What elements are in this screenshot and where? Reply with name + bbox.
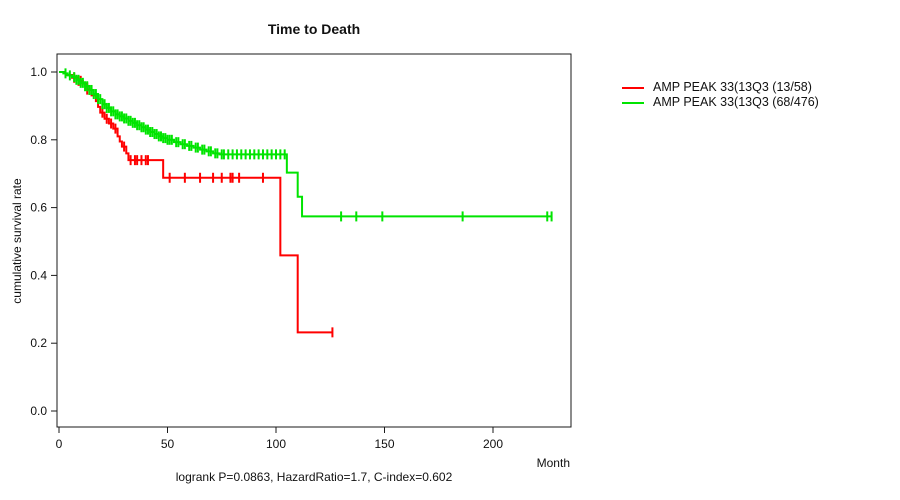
x-tick-label: 200 xyxy=(483,437,503,451)
y-tick-label: 1.0 xyxy=(30,65,47,79)
legend-item-group-2: AMP PEAK 33(13Q3 (68/476) xyxy=(622,95,819,110)
legend-line-green-icon xyxy=(622,101,644,104)
x-axis-title: Month xyxy=(536,456,570,470)
statistics-footnote: logrank P=0.0863, HazardRatio=1.7, C-ind… xyxy=(175,470,453,484)
chart-title: Time to Death xyxy=(267,21,361,37)
y-axis-title: cumulative survival rate xyxy=(10,178,24,304)
y-tick-label: 0.6 xyxy=(30,201,47,215)
x-tick-label: 0 xyxy=(56,437,63,451)
x-tick-label: 150 xyxy=(374,437,394,451)
legend-label-group-2: AMP PEAK 33(13Q3 (68/476) xyxy=(653,95,819,109)
y-tick-label: 0.4 xyxy=(30,268,47,282)
legend: AMP PEAK 33(13Q3 (13/58) AMP PEAK 33(13Q… xyxy=(622,80,819,110)
y-tick-label: 0.0 xyxy=(30,404,47,418)
survival-curve-red xyxy=(59,71,333,334)
y-tick-label: 0.2 xyxy=(30,336,47,350)
y-tick-label: 0.8 xyxy=(30,133,47,147)
survival-curve-green xyxy=(59,71,552,218)
legend-label-group-1: AMP PEAK 33(13Q3 (13/58) xyxy=(653,80,812,94)
plot-frame xyxy=(56,53,572,428)
x-tick-label: 100 xyxy=(266,437,286,451)
legend-line-red-icon xyxy=(622,86,644,89)
legend-item-group-1: AMP PEAK 33(13Q3 (13/58) xyxy=(622,80,819,95)
x-tick-label: 50 xyxy=(161,437,175,451)
